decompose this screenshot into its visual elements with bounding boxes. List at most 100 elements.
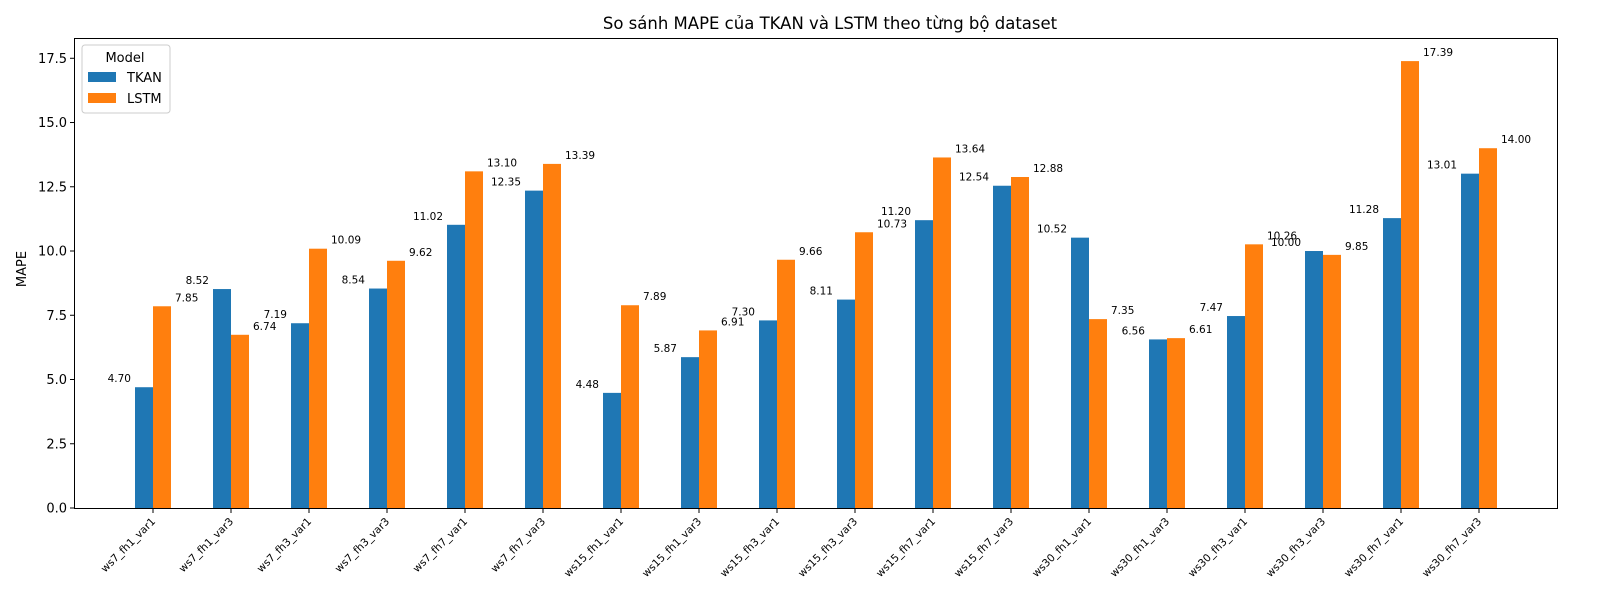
y-axis: 0.0 2.5 5.0 7.5 10.0 12.5 15.0 17.5 [38, 52, 75, 517]
bar-tkan [603, 392, 621, 508]
x-tick-label: ws7_fh3_var1 [255, 516, 314, 575]
data-label-tkan: 4.70 [108, 373, 131, 385]
bar-lstm [1401, 61, 1419, 508]
x-tick-label: ws7_fh1_var3 [177, 516, 236, 575]
x-tick-label: ws15_fh3_var3 [796, 516, 860, 580]
bar-tkan [837, 299, 855, 508]
bar-tkan [525, 190, 543, 508]
bar-tkan [915, 220, 933, 508]
data-label-lstm: 10.73 [877, 218, 907, 230]
data-label-lstm: 7.35 [1111, 305, 1134, 317]
data-label-lstm: 7.85 [175, 292, 198, 304]
x-tick-label: ws15_fh7_var3 [952, 516, 1016, 580]
bar-lstm [855, 232, 873, 508]
data-label-tkan: 8.54 [342, 275, 366, 287]
data-label-lstm: 14.00 [1501, 134, 1531, 146]
x-tick-label: ws7_fh7_var3 [489, 516, 548, 575]
x-tick-label: ws30_fh1_var1 [1030, 516, 1094, 580]
data-label-lstm: 10.09 [331, 235, 361, 247]
data-label-tkan: 8.52 [186, 275, 209, 287]
data-label-tkan: 7.30 [732, 306, 755, 318]
legend-label-lstm: LSTM [127, 92, 162, 107]
x-tick-label: ws7_fh7_var1 [411, 516, 470, 575]
x-tick-label: ws7_fh1_var1 [99, 516, 158, 575]
x-tick-label: ws30_fh7_var1 [1342, 516, 1406, 580]
bar-lstm [1011, 177, 1029, 508]
data-label-lstm: 13.39 [565, 150, 595, 162]
bar-tkan [1071, 237, 1089, 509]
bar-tkan [1149, 339, 1167, 508]
legend-title: Model [105, 51, 144, 66]
data-label-tkan: 6.56 [1122, 325, 1146, 337]
bar-lstm [699, 330, 717, 508]
bar-tkan [291, 323, 309, 508]
legend: Model TKAN LSTM [81, 44, 171, 114]
bar-lstm [933, 157, 951, 508]
bar-lstm [621, 305, 639, 508]
y-axis-label: MAPE [15, 251, 30, 287]
bars-layer [135, 61, 1497, 509]
legend-label-tkan: TKAN [126, 71, 162, 86]
y-tick-label: 2.5 [46, 437, 67, 452]
data-label-tkan: 10.00 [1271, 237, 1301, 249]
y-tick-label: 15.0 [38, 116, 67, 131]
y-tick-label: 17.5 [38, 52, 67, 67]
bar-tkan [1227, 316, 1245, 508]
x-tick-label: ws30_fh3_var1 [1186, 516, 1250, 580]
bar-tkan [1305, 251, 1323, 508]
data-label-tkan: 13.01 [1427, 160, 1457, 172]
data-labels-layer: 4.70 7.85 8.52 6.747.19 10.09 8.54 9.62 11.02 13… [108, 47, 1531, 391]
bar-tkan [993, 185, 1011, 508]
data-label-lstm: 6.74 [253, 321, 277, 333]
data-label-tkan: 11.28 [1349, 204, 1379, 216]
data-label-tkan: 7.19 [264, 309, 287, 321]
data-label-lstm: 6.61 [1189, 324, 1212, 336]
data-label-tkan: 12.54 [959, 172, 989, 184]
data-label-tkan: 5.87 [654, 343, 677, 355]
x-tick-label: ws30_fh7_var3 [1420, 516, 1484, 580]
data-label-lstm: 7.89 [643, 291, 666, 303]
bar-lstm [309, 248, 327, 509]
bar-lstm [1089, 319, 1107, 508]
bar-tkan [135, 387, 153, 508]
bar-lstm [1245, 244, 1263, 508]
data-label-lstm: 13.10 [487, 157, 517, 169]
data-label-lstm: 10.26 [1267, 230, 1297, 242]
bar-tkan [447, 224, 465, 509]
data-label-tkan: 7.47 [1200, 302, 1223, 314]
data-label-tkan: 12.35 [491, 177, 521, 189]
bar-tkan [681, 357, 699, 508]
x-tick-label: ws15_fh1_var1 [562, 516, 626, 580]
bar-lstm [777, 259, 795, 508]
bar-lstm [231, 334, 249, 508]
plot-frame [74, 38, 1558, 509]
y-tick-label: 0.0 [46, 502, 67, 517]
bar-lstm [543, 163, 561, 509]
x-tick-label: ws30_fh1_var3 [1108, 516, 1172, 580]
bar-lstm [387, 260, 405, 508]
legend-swatch-lstm [88, 93, 116, 103]
bar-tkan [213, 289, 231, 508]
data-label-lstm: 12.88 [1033, 163, 1063, 175]
x-axis: ws7_fh1_var1 ws7_fh1_var3 ws7_fh3_var1 ws7_… [99, 508, 1484, 580]
x-tick-label: ws15_fh1_var3 [640, 516, 704, 580]
bar-lstm [1479, 148, 1497, 508]
data-label-lstm: 17.39 [1423, 47, 1453, 59]
bar-tkan [1383, 218, 1401, 508]
bar-lstm [1323, 254, 1341, 508]
data-label-lstm: 13.64 [955, 143, 985, 155]
data-label-lstm: 9.62 [409, 247, 432, 259]
bar-lstm [153, 306, 171, 508]
data-label-tkan: 10.52 [1037, 224, 1067, 236]
x-tick-label: ws30_fh3_var3 [1264, 516, 1328, 580]
data-label-tkan: 11.02 [413, 211, 443, 223]
x-tick-label: ws15_fh7_var1 [874, 516, 938, 580]
bar-tkan [369, 288, 387, 508]
data-label-lstm: 6.91 [721, 316, 744, 328]
data-label-tkan: 11.20 [881, 206, 911, 218]
data-label-tkan: 8.11 [810, 286, 833, 298]
y-tick-label: 5.0 [46, 373, 67, 388]
bar-lstm [1167, 338, 1185, 508]
